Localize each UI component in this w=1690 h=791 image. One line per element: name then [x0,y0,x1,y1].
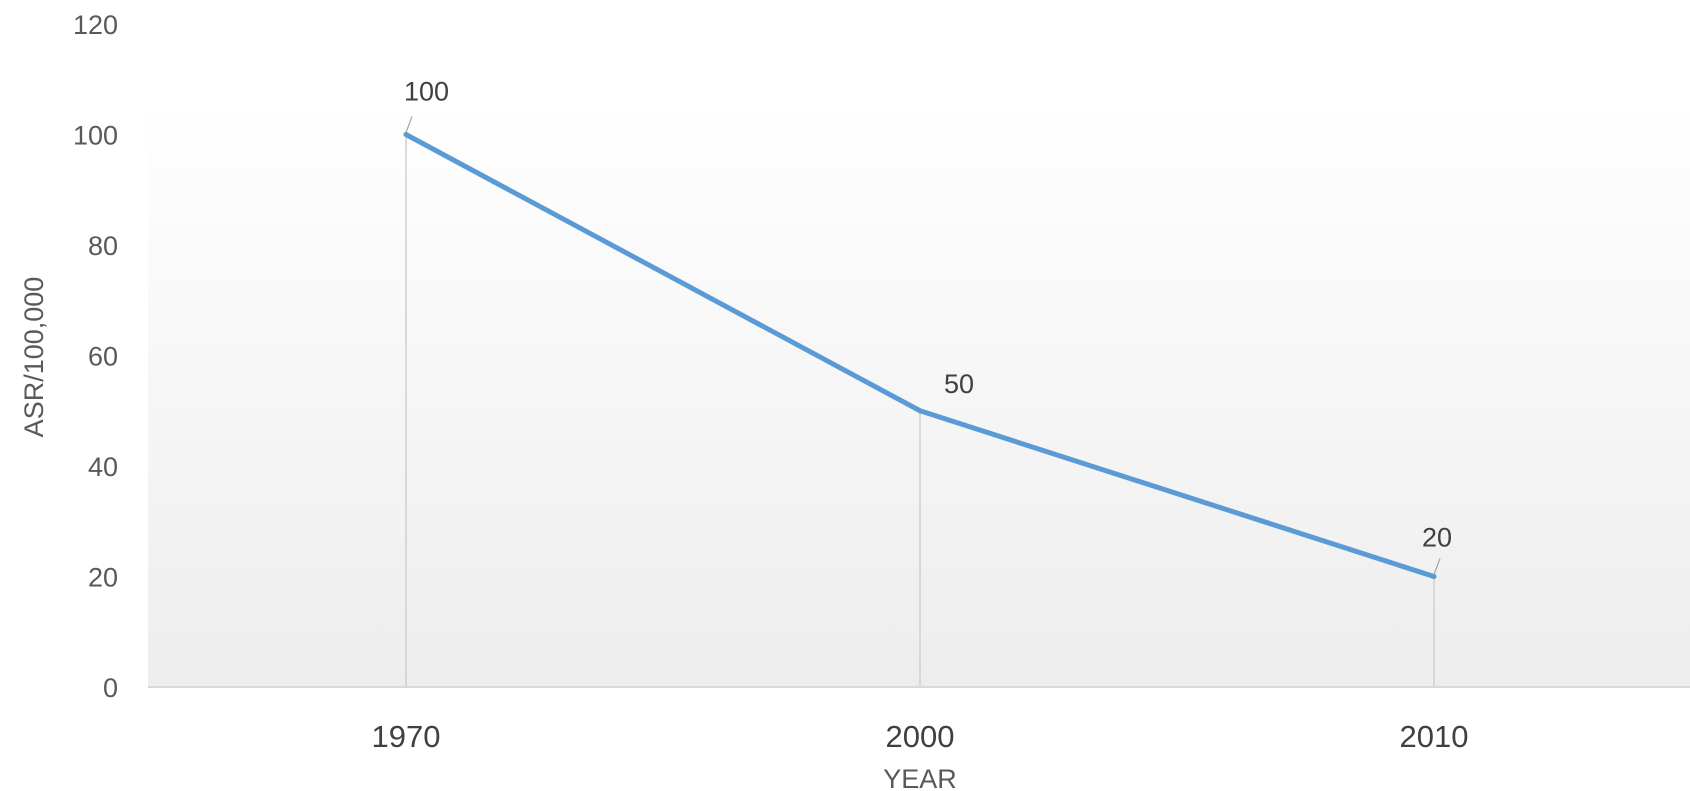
x-axis-title: YEAR [883,764,957,791]
y-tick-labels: 0 20 40 60 80 100 120 [73,10,118,703]
y-tick-label: 120 [73,10,118,40]
data-labels: 100 50 20 [404,77,1452,575]
data-label-leader [1433,558,1441,575]
data-point [1431,574,1437,579]
y-tick-label: 0 [103,673,118,703]
data-label-leader [405,116,413,133]
x-tick-label: 2000 [886,719,955,754]
y-tick-label: 80 [88,231,118,261]
y-tick-label: 40 [88,452,118,482]
data-label: 20 [1422,523,1452,553]
plot-area [148,100,1690,687]
x-tick-label: 1970 [372,719,441,754]
series-layer [403,132,1437,579]
data-point [403,132,409,137]
y-axis-title: ASR/100,000 [19,277,49,438]
y-tick-label: 20 [88,563,118,593]
data-label: 50 [944,369,974,399]
data-point [917,408,923,414]
x-tick-label: 2010 [1400,719,1469,754]
x-tick-labels: 1970 2000 2010 [372,719,1469,754]
y-tick-label: 100 [73,121,118,151]
drop-lines [405,134,1435,687]
y-tick-label: 60 [88,342,118,372]
data-label: 100 [404,77,449,107]
